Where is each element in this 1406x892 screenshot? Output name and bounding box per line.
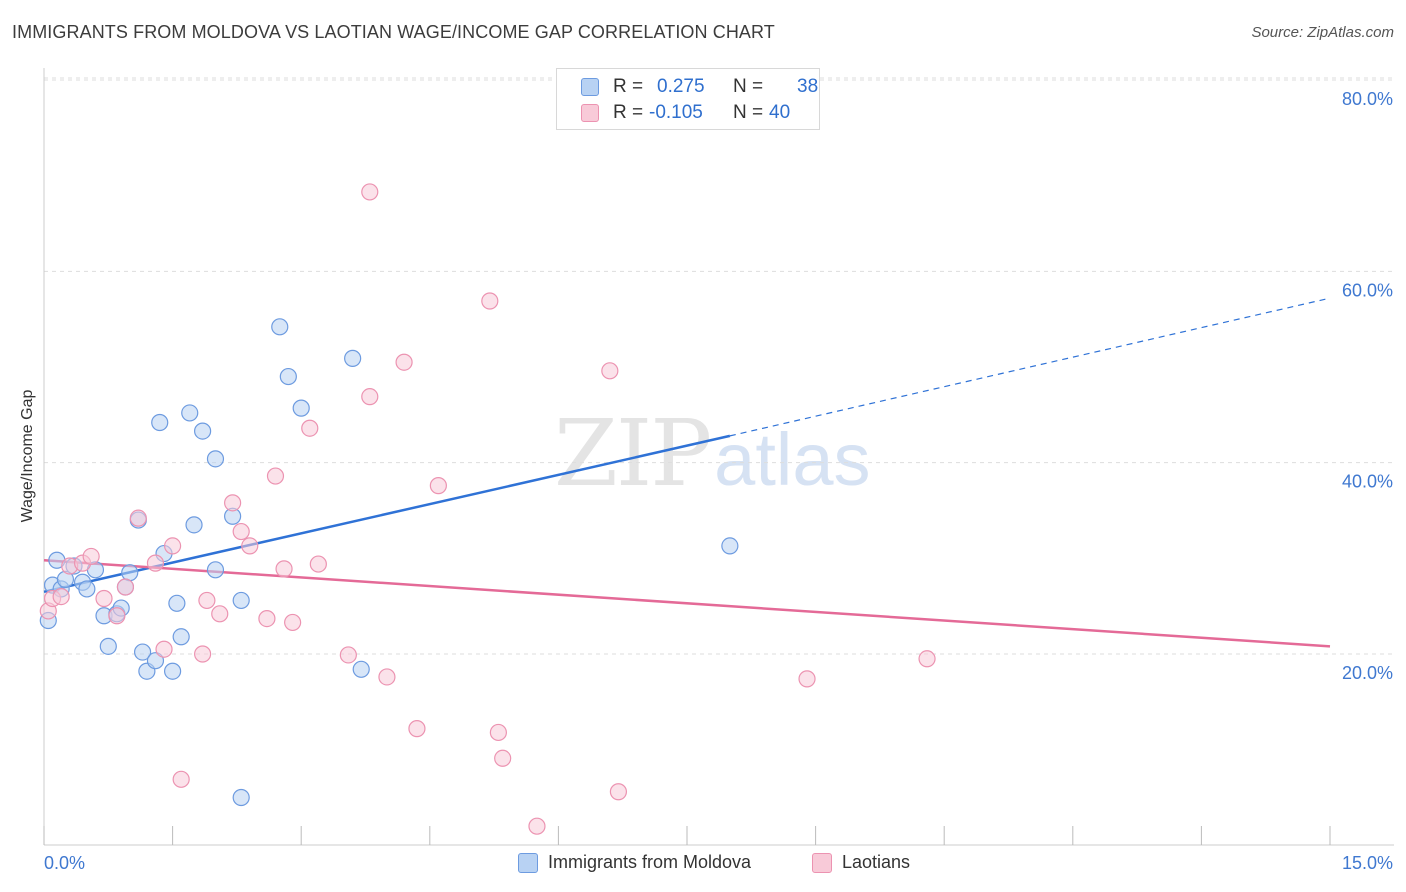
moldova-point [232,788,250,807]
moldova-point [271,318,289,336]
moldova-point [232,591,250,610]
chart-title: IMMIGRANTS FROM MOLDOVA VS LAOTIAN WAGE/… [12,22,775,42]
laotian-point [301,419,319,437]
laotian-point [155,640,173,658]
moldova-trendline [43,434,731,594]
moldova-trendline-extension [729,297,1331,437]
laotian-point [266,467,285,485]
moldova-point [206,561,225,579]
laotian-point [194,645,212,663]
laotian-point [798,670,816,688]
laotian-point [609,783,628,801]
laotian-point [309,555,327,573]
laotian-point [241,537,259,555]
points-layer [39,183,936,835]
moldova-point [194,422,212,440]
laotian-point [361,388,379,406]
axis-layer [43,68,1394,846]
legend-n-label: N = [733,76,764,97]
moldova-point [168,594,186,612]
series-swatch-moldova [518,853,538,873]
legend-swatch-moldova [581,78,599,96]
moldova-point [151,413,169,432]
legend-n-value: 38 [797,76,819,97]
moldova-point [721,537,739,555]
moldova-point [121,564,139,582]
y-tick-label: 40.0% [1342,472,1393,492]
laotian-point [481,292,499,310]
laotian-point [339,646,357,664]
legend-swatch-laotians [581,104,599,122]
moldova-point [164,662,182,680]
moldova-point [146,652,165,670]
laotian-point [489,723,507,742]
moldova-point [99,637,117,655]
moldova-point [181,404,199,422]
laotian-point [172,770,190,788]
source-attribution: Source: ZipAtlas.com [1251,24,1394,41]
laotian-point [82,547,100,566]
laotian-point [95,589,113,608]
laotian-point [601,362,619,380]
x-tick-label: 0.0% [44,853,85,873]
series-name-moldova: Immigrants from Moldova [548,852,752,872]
laotian-trendline [43,558,1331,648]
legend-r-label: R = [613,102,644,123]
laotian-point [378,668,396,686]
laotian-point [232,522,250,541]
laotian-point [918,650,936,668]
moldova-point [172,628,190,646]
y-tick-label: 60.0% [1342,280,1393,300]
moldova-point [344,349,362,367]
series-name-laotians: Laotians [842,852,911,872]
moldova-point [185,516,203,534]
laotian-point [146,554,165,572]
legend-r-label: R = [613,76,644,97]
moldova-point [133,643,152,661]
laotian-point [211,605,229,623]
moldova-point [78,580,96,598]
moldova-point [352,660,370,678]
y-axis-label: Wage/Income Gap [19,389,36,523]
laotian-point [198,591,216,610]
laotian-point [108,607,126,625]
laotian-point [129,509,147,527]
laotian-point [284,613,302,632]
laotian-point [528,817,546,835]
laotian-point [361,183,379,201]
laotian-point [408,720,426,738]
series-swatch-laotians [812,853,832,873]
legend-r-value: 0.275 [657,76,705,97]
legend-r-value: -0.105 [649,102,703,123]
laotian-point [52,587,70,606]
x-tick-label: 15.0% [1342,853,1393,873]
legend-n-value: 40 [769,102,791,123]
laotian-point [275,560,293,578]
legend-n-label: N = [733,102,764,123]
y-tick-label: 20.0% [1342,663,1393,683]
correlation-legend: R = 0.275 N = 38 R = -0.105 N = 40 [556,68,820,130]
y-tick-label: 80.0% [1342,89,1393,109]
laotian-point [258,610,276,628]
laotian-point [429,477,447,495]
moldova-point [279,367,297,386]
laotian-point [224,494,242,512]
tick-label-layer: 20.0% 40.0% 60.0% 80.0% 0.0% 15.0% [44,89,1393,873]
laotian-point [116,578,135,596]
laotian-point [494,749,512,767]
grid-layer [44,77,1394,655]
moldova-point [292,399,310,417]
moldova-point [206,450,225,468]
laotian-point [395,353,413,371]
laotian-point [164,537,182,555]
